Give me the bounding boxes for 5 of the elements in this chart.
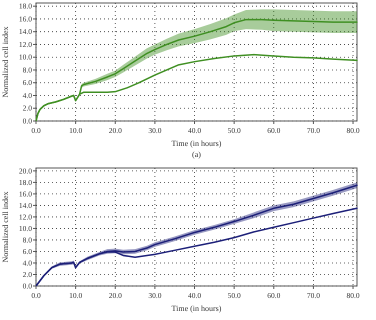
x-axis-title: Time (in hours): [172, 139, 222, 148]
text: (a): [192, 150, 202, 159]
y-axis-title: Normalized cell index: [1, 26, 10, 98]
x-axis-title: Time (in hours): [172, 304, 222, 313]
y-axis-title: Normalized cell index: [1, 191, 10, 263]
